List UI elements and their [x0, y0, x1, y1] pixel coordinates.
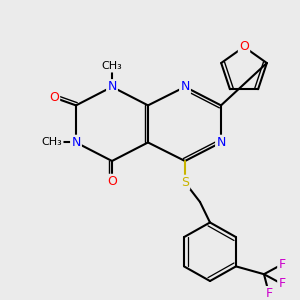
- Text: O: O: [107, 175, 117, 188]
- Text: O: O: [239, 40, 249, 53]
- Text: N: N: [180, 80, 190, 93]
- Text: CH₃: CH₃: [102, 61, 122, 71]
- Text: F: F: [278, 278, 286, 290]
- Text: N: N: [107, 80, 117, 93]
- Text: N: N: [71, 136, 81, 149]
- Text: F: F: [266, 287, 272, 300]
- Text: S: S: [181, 176, 189, 189]
- Text: F: F: [278, 258, 286, 271]
- Text: N: N: [216, 136, 226, 149]
- Text: O: O: [49, 91, 59, 104]
- Text: CH₃: CH₃: [42, 137, 62, 148]
